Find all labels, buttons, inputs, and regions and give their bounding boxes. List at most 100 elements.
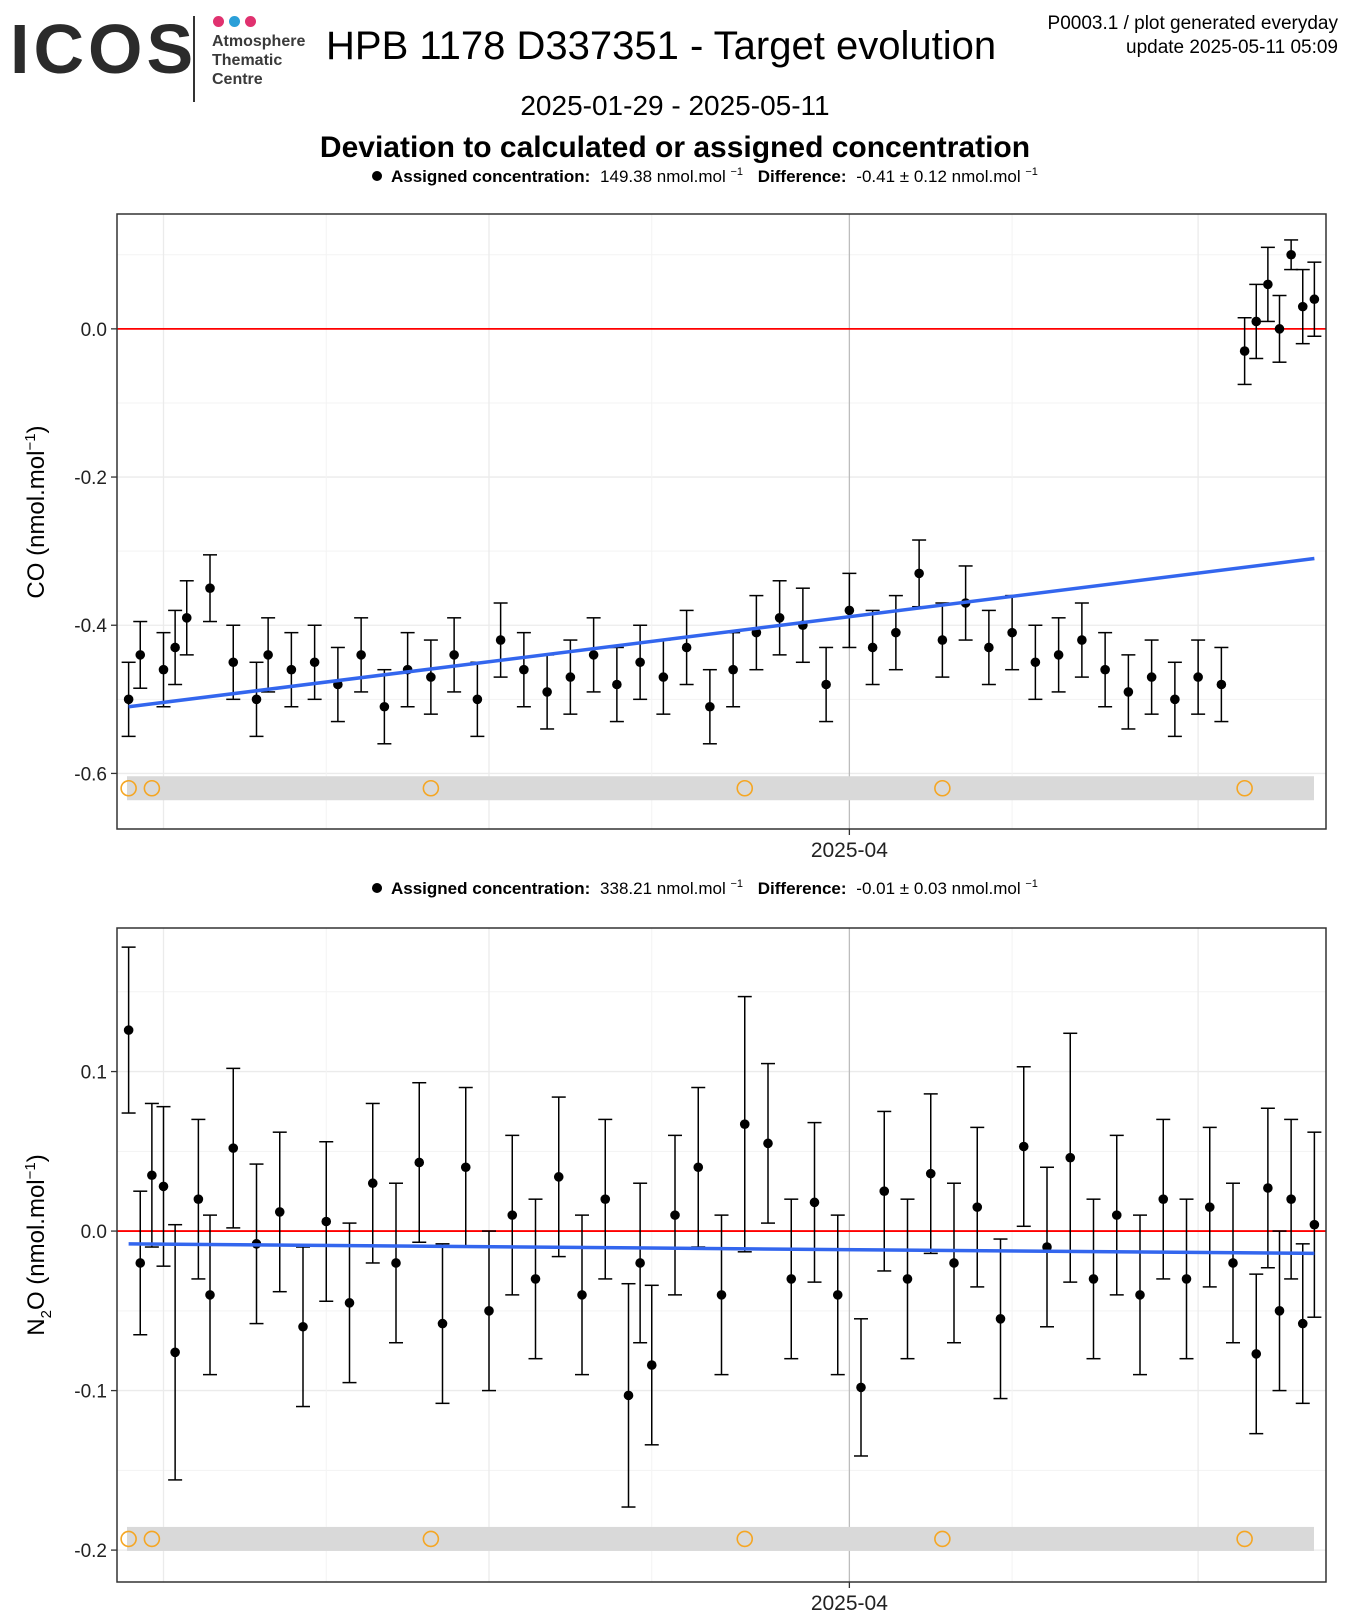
n2o-data-point	[1042, 1242, 1052, 1252]
n2o-data-point	[693, 1162, 704, 1173]
n2o-data-point	[553, 1172, 564, 1182]
co-data-point	[891, 627, 901, 638]
co-flag-band	[127, 776, 1314, 801]
co-data-point	[1123, 687, 1134, 697]
logo-dot-2	[229, 16, 240, 27]
n2o-data-point	[298, 1321, 308, 1332]
co-data-point	[612, 679, 622, 690]
n2o-data-point	[1228, 1258, 1238, 1268]
co-data-point	[1100, 664, 1110, 675]
n2o-data-point	[856, 1382, 866, 1393]
co-data-point	[1053, 650, 1064, 660]
co-data-point	[937, 635, 948, 645]
co-data-point	[1263, 279, 1273, 290]
co-data-point	[1251, 316, 1262, 327]
n2o-data-point	[460, 1162, 471, 1173]
n2o-data-point	[367, 1178, 378, 1189]
co-data-point	[263, 650, 273, 660]
co-data-point	[123, 694, 134, 705]
co-data-point	[774, 613, 785, 623]
co-data-point	[705, 701, 715, 712]
n2o-y-axis-label: N2O (nmol.mol−1)	[22, 1154, 55, 1335]
co-data-point	[1297, 301, 1308, 312]
co-data-point	[588, 650, 599, 660]
co-legend-dot	[372, 171, 382, 181]
logo-centre-name: Atmosphere Thematic Centre	[212, 32, 305, 89]
n2o-data-point	[228, 1143, 239, 1153]
n2o-data-point	[1158, 1194, 1169, 1204]
n2o-assigned-sup: −1	[730, 878, 743, 890]
n2o-difference-sup: −1	[1025, 878, 1038, 890]
n2o-legend: Assigned concentration: 338.21 nmol.mol …	[372, 878, 1038, 898]
co-data-point	[519, 664, 529, 675]
co-assigned-value: 149.38 nmol.mol	[600, 167, 726, 186]
co-data-point	[205, 583, 215, 593]
n2o-data-point	[1286, 1194, 1296, 1204]
n2o-data-point	[1065, 1152, 1076, 1163]
co-flag-circle	[120, 779, 137, 797]
co-data-point	[1274, 324, 1285, 334]
n2o-flag-circle	[934, 1530, 951, 1548]
co-data-point	[379, 701, 390, 712]
svg-text:Assigned concentration:: Assigned concentration: 149.38 nmol.mol …	[391, 160, 1038, 186]
co-data-point	[1170, 694, 1180, 705]
co-data-point	[1286, 249, 1296, 260]
n2o-data-point	[344, 1298, 355, 1308]
co-flag-circle	[934, 779, 951, 797]
co-data-point	[1193, 672, 1203, 682]
n2o-data-point	[623, 1390, 634, 1401]
logo-centre-line-3: Centre	[212, 71, 263, 88]
meta-line-2: update 2025-05-11 05:09	[1126, 37, 1338, 58]
co-data-point	[158, 664, 169, 675]
co-plot-border	[116, 213, 1327, 830]
n2o-data-point	[530, 1274, 541, 1284]
co-difference-value: -0.41 ± 0.12 nmol.mol	[856, 167, 1020, 186]
co-data-point	[135, 650, 146, 660]
n2o-data-point	[1274, 1306, 1285, 1316]
n2o-data-point	[600, 1194, 611, 1204]
co-y-axis-label: CO (nmol.mol−1)	[22, 425, 50, 598]
icos-logo: ICOS	[10, 10, 198, 88]
page-title: HPB 1178 D337351 - Target evolution	[326, 24, 997, 68]
co-plot-background	[117, 214, 1326, 829]
co-flag-circle	[422, 779, 440, 797]
n2o-data-point	[1111, 1210, 1122, 1220]
co-flag-circle	[1236, 779, 1253, 797]
co-data-point	[426, 672, 436, 682]
logo-dot-1	[213, 16, 224, 27]
n2o-data-point	[902, 1274, 913, 1284]
n2o-data-point	[1309, 1219, 1320, 1230]
n2o-difference-label: Difference:	[758, 879, 847, 898]
co-data-point	[821, 679, 831, 690]
n2o-data-point	[1263, 1183, 1273, 1193]
co-data-point	[635, 657, 645, 668]
n2o-data-point	[507, 1210, 518, 1220]
date-range: 2025-01-29 - 2025-05-11	[520, 90, 830, 121]
n2o-panel: 0.1 0.0 -0.1 -0.2 2025-04	[74, 927, 1327, 1615]
n2o-y-tick-label: 0.0	[81, 1222, 107, 1243]
n2o-data-point	[832, 1290, 843, 1300]
n2o-data-point	[1204, 1202, 1215, 1212]
co-flag-circle	[143, 779, 161, 797]
co-data-point	[251, 694, 262, 705]
n2o-data-point	[170, 1347, 180, 1358]
co-data-point	[681, 642, 692, 653]
n2o-data-point	[391, 1258, 401, 1268]
n2o-data-point	[1088, 1274, 1099, 1284]
n2o-data-point	[635, 1258, 645, 1268]
co-data-point	[449, 650, 459, 660]
n2o-data-point	[1297, 1318, 1308, 1329]
co-difference-sup: −1	[1025, 166, 1038, 178]
co-assigned-sup: −1	[730, 166, 743, 178]
n2o-flag-circle	[422, 1530, 440, 1548]
n2o-data-point	[763, 1138, 773, 1149]
co-y-tick-label: -0.6	[74, 764, 107, 785]
n2o-data-point	[135, 1258, 146, 1268]
n2o-data-point	[786, 1274, 797, 1284]
co-data-point	[1146, 672, 1157, 682]
co-data-point	[228, 657, 239, 668]
co-data-point	[565, 672, 576, 682]
n2o-data-point	[577, 1290, 587, 1300]
co-difference-label: Difference:	[758, 167, 847, 186]
